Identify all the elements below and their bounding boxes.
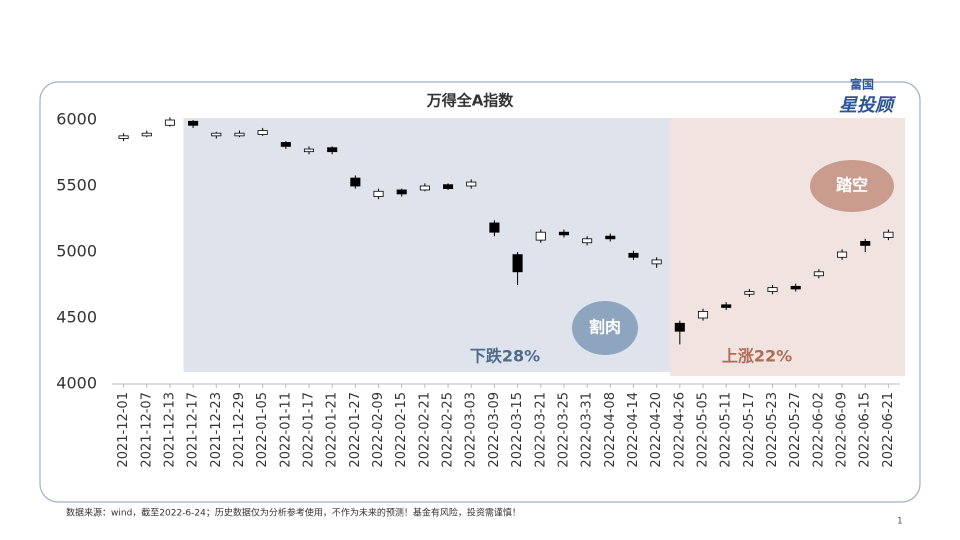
candle-body xyxy=(535,231,546,241)
candle-body xyxy=(697,310,709,319)
x-tick-label: 2022-05-23 xyxy=(765,392,780,468)
x-tick-label: 2022-04-20 xyxy=(649,392,664,468)
x-tick-label: 2022-01-27 xyxy=(348,392,363,468)
x-tick-label: 2022-04-08 xyxy=(603,392,618,468)
x-tick-label: 2022-02-15 xyxy=(394,392,409,468)
candle-body xyxy=(721,304,732,308)
candle-body xyxy=(141,132,152,137)
candle-body xyxy=(234,132,245,137)
candle-body xyxy=(837,251,848,258)
x-tick-label: 2022-05-05 xyxy=(696,392,711,468)
y-tick-label: 5000 xyxy=(56,242,97,261)
candle-body xyxy=(327,147,338,153)
candle-body xyxy=(211,132,222,137)
x-tick-label: 2022-03-03 xyxy=(464,392,479,468)
x-tick-label: 2022-03-09 xyxy=(487,392,502,468)
y-tick-label: 4000 xyxy=(56,374,97,393)
x-tick-label: 2022-02-09 xyxy=(371,392,386,468)
candle-body xyxy=(674,322,685,332)
x-tick-label: 2022-01-21 xyxy=(325,392,340,468)
x-tick-label: 2022-06-21 xyxy=(881,392,896,468)
candle-body xyxy=(558,231,569,236)
x-tick-label: 2022-05-17 xyxy=(742,392,757,468)
candle-body xyxy=(280,142,291,147)
candle-body xyxy=(419,185,430,191)
x-tick-label: 2022-01-11 xyxy=(278,392,293,468)
candle-body xyxy=(883,231,894,238)
region-label: 下跌28% xyxy=(470,347,540,366)
candle-body xyxy=(257,130,268,135)
region xyxy=(670,118,905,376)
candle-body xyxy=(813,271,824,277)
candle-body xyxy=(512,254,523,273)
candle-body xyxy=(744,291,755,295)
x-tick-label: 2021-12-01 xyxy=(116,392,131,468)
logo-top: 富国 xyxy=(850,77,874,92)
chart-title: 万得全A指数 xyxy=(426,92,515,110)
candle-body xyxy=(118,135,129,139)
x-tick-label: 2022-05-27 xyxy=(788,392,803,468)
candle-body xyxy=(489,222,500,233)
x-tick-label: 2021-12-13 xyxy=(162,392,177,468)
x-tick-label: 2022-06-02 xyxy=(811,392,826,468)
x-tick-label: 2022-02-25 xyxy=(441,392,456,468)
x-tick-label: 2022-03-15 xyxy=(510,392,525,468)
x-tick-label: 2022-04-14 xyxy=(626,392,641,468)
y-tick-label: 6000 xyxy=(56,110,97,129)
x-tick-label: 2022-02-21 xyxy=(417,392,432,468)
candle-body xyxy=(466,181,477,187)
region-label: 上涨22% xyxy=(722,347,792,366)
candle-body xyxy=(164,119,175,126)
x-tick-label: 2022-06-09 xyxy=(835,392,850,468)
x-tick-label: 2022-03-25 xyxy=(556,392,571,468)
x-tick-label: 2021-12-07 xyxy=(139,392,154,468)
x-tick-label: 2022-01-05 xyxy=(255,392,270,468)
x-tick-label: 2022-04-26 xyxy=(672,392,687,468)
x-tick-label: 2022-01-17 xyxy=(302,392,317,468)
x-tick-label: 2022-06-15 xyxy=(858,392,873,468)
bubble-label: 割肉 xyxy=(589,318,621,337)
candle-body xyxy=(350,177,361,187)
candle-body xyxy=(396,189,407,195)
candle-body xyxy=(767,287,778,293)
candle-body xyxy=(303,148,315,153)
candle-body xyxy=(651,259,662,265)
x-tick-label: 2022-05-11 xyxy=(719,392,734,468)
x-tick-label: 2021-12-23 xyxy=(209,392,224,468)
bubble-label: 踏空 xyxy=(836,176,868,195)
candle-body xyxy=(790,285,801,290)
y-tick-label: 5500 xyxy=(56,176,97,195)
candle-body xyxy=(628,252,639,258)
candle-body xyxy=(582,238,593,244)
logo-main: 星投顾 xyxy=(839,95,897,116)
x-tick-label: 2021-12-17 xyxy=(186,392,201,468)
x-tick-label: 2022-03-31 xyxy=(580,392,595,468)
page-number: 1 xyxy=(897,517,903,527)
footnote: 数据来源：wind，截至2022-6-24；历史数据仅为分析参考使用，不作为未来… xyxy=(66,507,521,519)
candle-body xyxy=(860,241,871,246)
x-tick-label: 2021-12-29 xyxy=(232,392,247,468)
candle-body xyxy=(188,120,199,126)
candle-body xyxy=(373,190,384,197)
bubble xyxy=(572,301,638,355)
candle-body xyxy=(605,235,616,240)
y-tick-label: 4500 xyxy=(56,308,97,327)
candle-body xyxy=(443,184,454,190)
bubble xyxy=(810,160,894,212)
x-tick-label: 2022-03-21 xyxy=(533,392,548,468)
